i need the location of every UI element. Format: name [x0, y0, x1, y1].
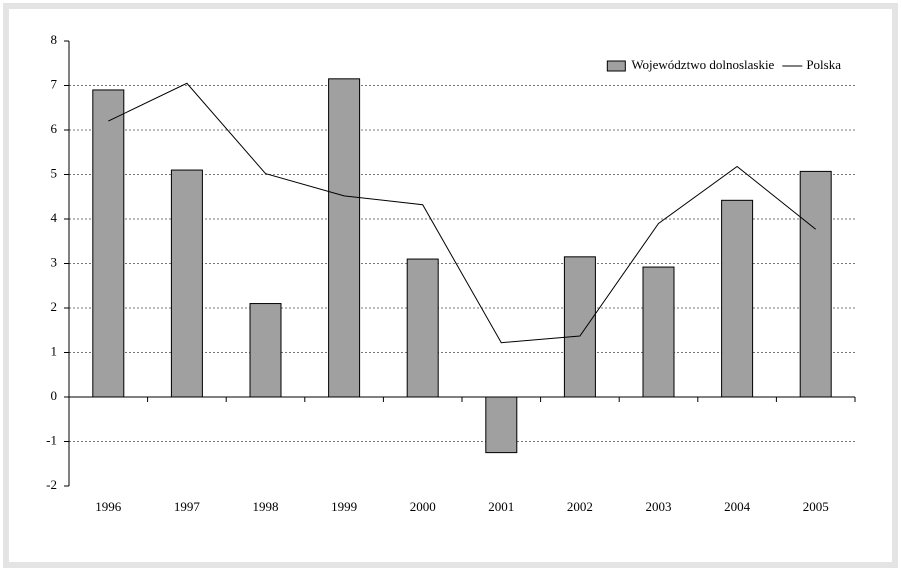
x-tick-label: 2000	[410, 499, 436, 514]
y-tick-label: 4	[51, 210, 58, 225]
bar	[642, 266, 675, 398]
bar	[406, 258, 439, 398]
bar	[485, 396, 518, 454]
bar	[721, 199, 754, 398]
y-tick-label: 7	[51, 76, 58, 91]
bar	[799, 170, 832, 398]
legend-label: Województwo dolnoslaskie	[631, 57, 774, 72]
bar	[249, 303, 282, 398]
x-tick-label: 2003	[646, 499, 672, 514]
x-tick-label: 2005	[803, 499, 829, 514]
y-tick-label: 2	[51, 299, 58, 314]
x-tick-label: 1996	[95, 499, 122, 514]
x-tick-label: 2002	[567, 499, 593, 514]
y-tick-label: 1	[51, 343, 58, 358]
y-tick-label: 3	[51, 254, 58, 269]
y-tick-label: 0	[51, 388, 58, 403]
bar	[92, 89, 125, 398]
bar	[328, 78, 361, 398]
bar	[563, 256, 596, 398]
x-tick-label: 1997	[174, 499, 201, 514]
line	[108, 82, 817, 344]
x-tick-label: 2004	[724, 499, 751, 514]
y-tick-label: 6	[51, 121, 58, 136]
y-tick-label: 5	[51, 165, 58, 180]
y-tick-label: -1	[46, 432, 57, 447]
frame	[3, 3, 898, 568]
x-tick-label: 1998	[253, 499, 279, 514]
legend-label: Polska	[806, 57, 841, 72]
x-tick-label: 1999	[331, 499, 357, 514]
y-tick-label: 8	[51, 32, 58, 47]
legend-swatch	[606, 60, 626, 72]
bar	[170, 169, 203, 398]
y-tick-label: -2	[46, 477, 57, 492]
legend: Województwo dolnoslaskie Polska	[606, 57, 841, 72]
x-tick-label: 2001	[488, 499, 514, 514]
